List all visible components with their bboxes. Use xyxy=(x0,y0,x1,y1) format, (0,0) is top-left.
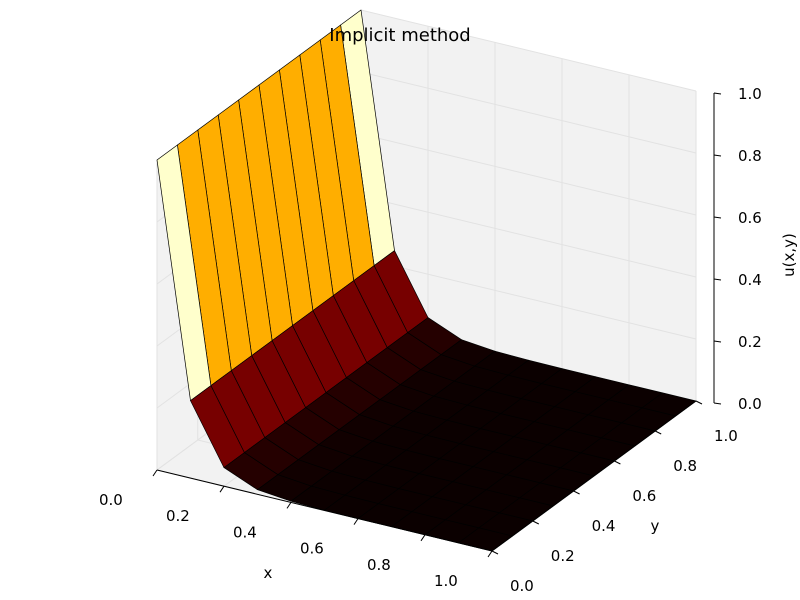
tick-label: 0.8 xyxy=(673,457,697,475)
gridline xyxy=(360,71,697,154)
y-tick xyxy=(695,400,703,405)
x-tick xyxy=(152,469,158,477)
x-axis-label: x xyxy=(264,564,273,582)
tick-label: 0.2 xyxy=(738,333,762,351)
tick-label: 0.2 xyxy=(166,507,190,525)
y-axis-label: y xyxy=(651,517,660,535)
tick-label: 1.0 xyxy=(738,85,762,103)
surface-mesh xyxy=(156,9,697,552)
tick-label: 0.6 xyxy=(300,540,324,558)
z-tick xyxy=(713,216,722,219)
z-tick xyxy=(713,154,722,157)
z-axis-label: u(x,y) xyxy=(780,233,798,277)
x-axis-line xyxy=(156,469,493,552)
z-tick xyxy=(713,340,722,343)
tick-label: 0.8 xyxy=(738,147,762,165)
y-tick xyxy=(614,460,621,465)
x-tick xyxy=(353,518,359,525)
z-tick xyxy=(713,278,722,281)
gridline xyxy=(360,9,697,92)
y-axis-line xyxy=(491,400,697,552)
x-tick xyxy=(286,502,292,509)
tick-label: 0.0 xyxy=(510,577,534,595)
tick-label: 0.4 xyxy=(233,523,257,541)
tick-label: 0.0 xyxy=(99,491,123,509)
tick-label: 0.2 xyxy=(551,547,575,565)
gridline xyxy=(360,257,697,340)
tick-label: 0.4 xyxy=(592,517,616,535)
axis-lines xyxy=(156,93,715,552)
tick-label: 1.0 xyxy=(434,572,458,590)
y-tick xyxy=(491,550,499,555)
z-tick xyxy=(713,402,722,405)
chart-title: Implicit method xyxy=(329,25,470,46)
z-tick xyxy=(713,92,722,95)
x-tick xyxy=(487,550,493,558)
tick-label: 1.0 xyxy=(714,427,738,445)
x-tick xyxy=(219,485,225,493)
gridline xyxy=(360,133,697,216)
y-tick xyxy=(532,520,540,525)
y-tick xyxy=(654,430,662,435)
tick-label: 0.8 xyxy=(367,556,391,574)
tick-label: 0.6 xyxy=(738,209,762,227)
x-tick xyxy=(420,534,426,542)
gridline xyxy=(360,195,697,278)
pane-back xyxy=(361,10,696,401)
tick-marks: 0.00.20.40.60.81.0 0.00.20.40.60.81.00.00… xyxy=(99,85,762,595)
tick-label: 0.6 xyxy=(632,487,656,505)
tick-label: 0.0 xyxy=(738,395,762,413)
y-tick xyxy=(573,490,580,495)
tick-label: 0.4 xyxy=(738,271,762,289)
